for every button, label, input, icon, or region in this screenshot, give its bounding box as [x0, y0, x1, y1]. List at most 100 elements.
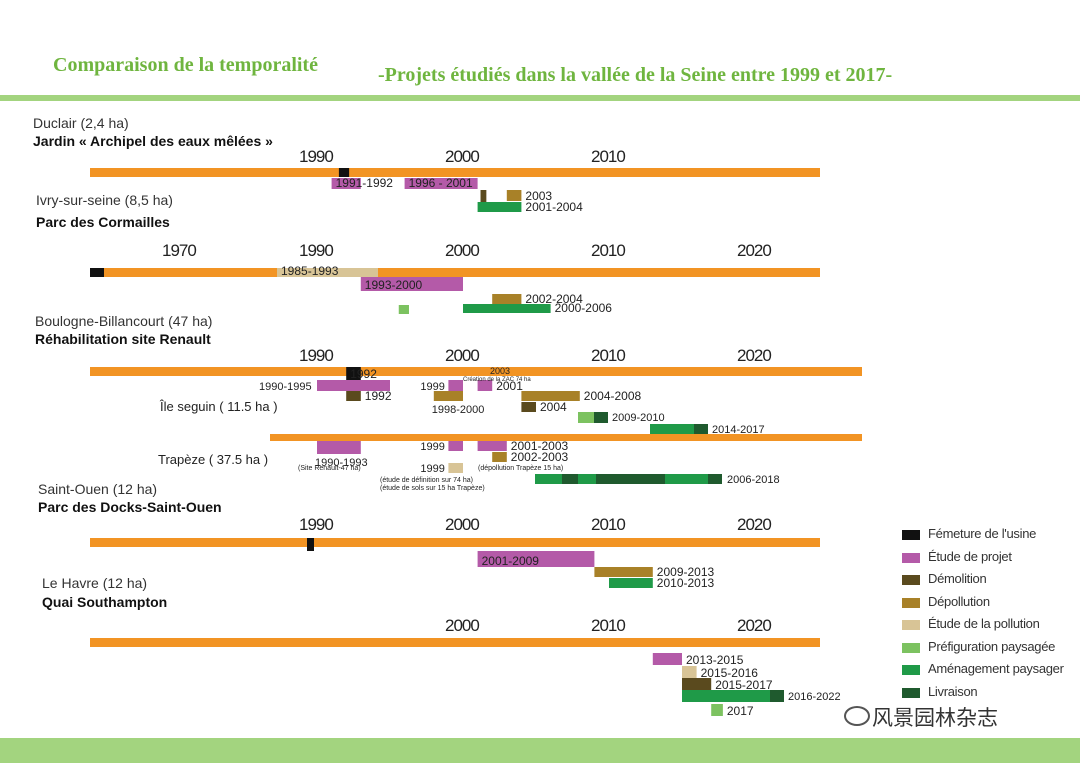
- bar-amenagement: [682, 690, 770, 702]
- bar-label: 2002-2004: [525, 292, 583, 306]
- bar-demolition: [346, 391, 361, 401]
- title-left: Comparaison de la temporalité: [53, 54, 318, 76]
- bar-etude_projet: [317, 380, 390, 391]
- legend-label-etude_pollution: Étude de la pollution: [928, 616, 1040, 631]
- bar-etude_pollution: [448, 463, 463, 473]
- bar-label: 2002-2003: [511, 450, 569, 464]
- bar-label: 1992: [350, 367, 377, 381]
- bar-label: 1999: [420, 441, 444, 453]
- bar-depollution: [433, 391, 463, 401]
- bar-depollution: [492, 294, 522, 304]
- bar-fermeture: [307, 538, 314, 551]
- bar-livraison: [596, 474, 665, 484]
- legend-swatch-amenagement: [902, 665, 920, 675]
- tick-label: 1990: [299, 346, 333, 365]
- bar-etude_projet: [360, 277, 463, 291]
- bar-label: 2017: [727, 704, 754, 718]
- bar-fermeture: [90, 268, 104, 277]
- bar-label: 2016-2022: [788, 691, 841, 703]
- tick-label: 2020: [737, 616, 771, 635]
- annotation: (étude de définition sur 74 ha): [380, 477, 473, 484]
- tick-label: 2010: [591, 346, 625, 365]
- bar-depollution: [521, 391, 580, 401]
- bar-label: 1990-1995: [259, 381, 312, 393]
- wechat-icon: [844, 706, 870, 726]
- site-name-boulogne: Boulogne-Billancourt (47 ha): [35, 313, 213, 329]
- annotation: (Site Renault-47 ha): [298, 465, 361, 472]
- bar-etude_projet: [477, 441, 507, 451]
- bar-demolition: [682, 678, 712, 690]
- bar-fermeture: [338, 168, 350, 177]
- annotation: Création de la ZAC 74 ha: [463, 377, 531, 383]
- bar-etude_projet: [477, 551, 595, 567]
- bar-label: 1990-1993: [315, 457, 368, 469]
- tick-label: 2010: [591, 241, 625, 260]
- bar-etude_projet: [448, 441, 463, 451]
- legend-swatch-etude_projet: [902, 552, 920, 563]
- bar-label: 2010-2013: [657, 576, 715, 590]
- tick-label: 1970: [162, 241, 196, 260]
- bar-label: 1998-2000: [432, 404, 485, 416]
- legend-label-amenagement: Aménagement paysager: [928, 661, 1064, 676]
- tick-label: 2000: [445, 346, 479, 365]
- bar-depollution: [506, 190, 522, 201]
- bar-etude_pollution: [277, 268, 378, 277]
- bar-etude_projet: [404, 178, 478, 189]
- annotation: (étude de sols sur 15 ha Trapèze): [380, 485, 485, 492]
- legend-label-demolition: Démolition: [928, 571, 987, 586]
- bar-label: 2001-2009: [482, 554, 540, 568]
- top-rule: [0, 95, 1080, 101]
- bar-livraison: [770, 690, 784, 702]
- bar-amenagement: [609, 578, 653, 588]
- bar-etude_pollution: [682, 666, 697, 678]
- bar-label: 1999: [420, 463, 444, 475]
- bar-label: 2001-2003: [511, 439, 569, 453]
- tick-label: 1990: [299, 147, 333, 166]
- tick-label: 2020: [737, 241, 771, 260]
- legend-label-livraison: Livraison: [928, 683, 978, 699]
- bar-etude_projet: [331, 178, 361, 189]
- site-project-duclair: Jardin « Archipel des eaux mêlées »: [33, 133, 273, 149]
- bar-fermeture: [346, 367, 361, 380]
- title-right: -Projets étudiés dans la vallée de la Se…: [378, 64, 893, 86]
- legend-swatch-depollution: [902, 597, 920, 608]
- bar-label: 1993-2000: [365, 278, 423, 292]
- bar-demolition: [521, 402, 536, 412]
- timeline-bar-trapeze: [270, 434, 862, 441]
- watermark: 风景园林杂志: [872, 706, 998, 730]
- site-name-duclair: Duclair (2,4 ha): [33, 115, 129, 131]
- tick-label: 2020: [737, 515, 771, 534]
- bar-etude_projet: [652, 653, 682, 665]
- legend-label-fermeture: Fémeture de l'usine: [928, 526, 1037, 541]
- bar-etude_projet: [448, 380, 463, 391]
- bar-label: 1996 - 2001: [409, 176, 473, 190]
- sub-site-ile-seguin: Île seguin ( 11.5 ha ): [160, 399, 278, 414]
- site-name-saint-ouen: Saint-Ouen (12 ha): [38, 481, 158, 497]
- timeline-bar-3: [90, 538, 820, 547]
- bar-label: 2006-2018: [727, 474, 780, 486]
- bar-livraison: [694, 424, 708, 434]
- tick-label: 2000: [445, 241, 479, 260]
- timeline-bar-2: [90, 367, 862, 376]
- site-project-boulogne: Réhabilitation site Renault: [35, 331, 211, 347]
- bar-label: 1991-1992: [336, 176, 394, 190]
- bar-amenagement: [650, 424, 694, 434]
- legend-label-etude_projet: Étude de projet: [928, 548, 1012, 564]
- bar-livraison: [594, 412, 608, 423]
- legend-swatch-prefiguration: [902, 642, 920, 653]
- bar-livraison: [562, 474, 578, 484]
- bar-depollution: [492, 452, 507, 462]
- site-project-saint-ouen: Parc des Docks-Saint-Ouen: [38, 499, 222, 515]
- timeline-bar-0: [90, 168, 820, 177]
- site-name-le-havre: Le Havre (12 ha): [42, 575, 148, 591]
- bar-label: 2003: [525, 189, 552, 203]
- tick-label: 2010: [591, 147, 625, 166]
- bar-amenagement: [463, 304, 551, 313]
- legend-label-prefiguration: Préfiguration paysagée: [928, 638, 1056, 654]
- bar-label: 2009-2010: [612, 412, 665, 424]
- bar-label: 2004-2008: [584, 389, 642, 403]
- bar-label: 2015-2017: [715, 678, 773, 692]
- legend-swatch-demolition: [902, 575, 920, 585]
- bar-label: 1985-1993: [281, 264, 339, 278]
- bar-prefiguration: [398, 305, 409, 314]
